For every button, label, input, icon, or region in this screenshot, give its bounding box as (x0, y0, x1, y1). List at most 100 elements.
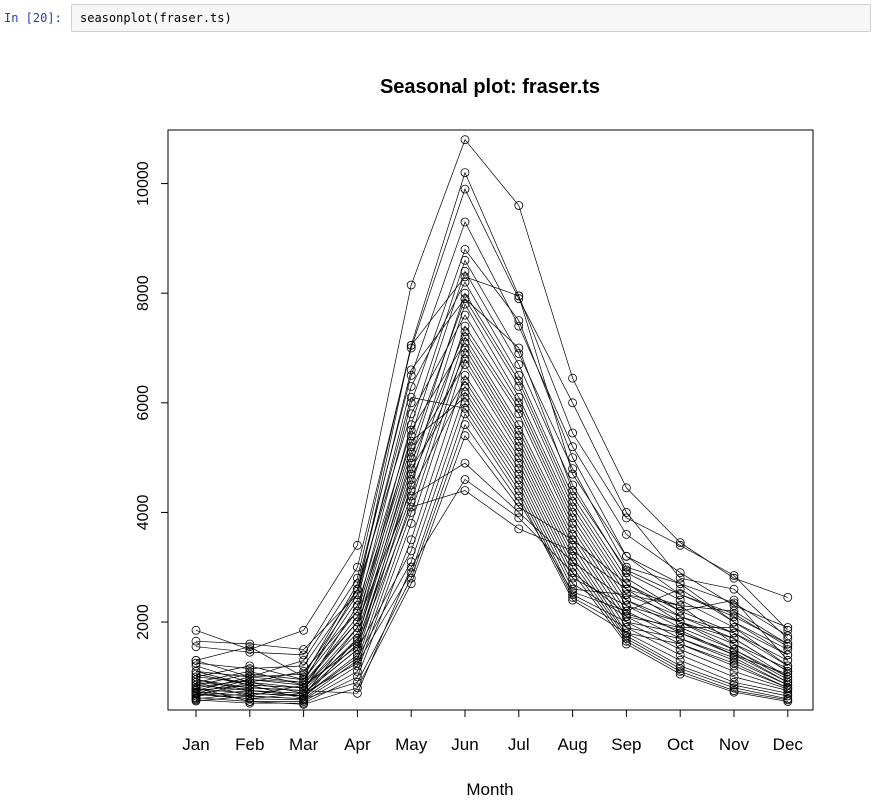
data-point (729, 573, 739, 583)
y-tick-label: 4000 (135, 495, 152, 531)
series-24 (191, 387, 793, 698)
x-tick-label: Feb (235, 735, 264, 754)
x-tick-label: Nov (719, 735, 750, 754)
data-point (299, 645, 309, 654)
data-point (460, 431, 470, 441)
series-34 (191, 272, 793, 682)
data-point (406, 370, 416, 380)
data-point (783, 631, 793, 641)
x-tick-label: Oct (667, 735, 694, 754)
data-point (191, 636, 201, 646)
data-point (191, 656, 201, 665)
data-point (460, 354, 470, 364)
series-line (195, 358, 788, 702)
data-point (406, 464, 416, 474)
series-35 (191, 294, 793, 673)
data-point (406, 486, 416, 495)
data-point (460, 338, 470, 347)
data-point (729, 687, 739, 697)
data-point (675, 650, 685, 660)
data-point (191, 625, 201, 635)
data-point (568, 546, 577, 556)
data-point (729, 628, 739, 638)
data-point (675, 573, 685, 583)
series-line (195, 298, 788, 669)
data-point (460, 255, 470, 265)
notebook-cell: In [20]: seasonplot(fraser.ts) (0, 0, 877, 40)
data-point (729, 571, 739, 580)
data-point (514, 291, 524, 301)
data-point (568, 590, 577, 599)
data-point (352, 573, 362, 583)
data-point (622, 595, 631, 605)
series-13 (191, 321, 793, 701)
data-point (568, 529, 577, 539)
data-point (460, 310, 470, 320)
data-point (622, 579, 631, 589)
data-point (783, 683, 793, 693)
data-point (622, 623, 631, 632)
data-point (568, 428, 577, 438)
data-point (514, 392, 524, 402)
data-point (352, 540, 362, 550)
data-point (783, 669, 793, 679)
data-point (622, 551, 631, 561)
series-line (195, 490, 788, 694)
data-point (568, 518, 577, 528)
data-point (675, 645, 685, 654)
data-point (460, 349, 470, 358)
data-point (514, 409, 524, 419)
data-point (406, 507, 416, 517)
data-point (352, 642, 362, 652)
data-point (299, 699, 309, 709)
series-32 (191, 475, 793, 698)
data-point (622, 483, 631, 493)
code-input[interactable]: seasonplot(fraser.ts) (71, 4, 871, 32)
data-point (514, 349, 524, 358)
series-line (195, 423, 788, 700)
series-line (195, 396, 788, 686)
x-tick-label: Aug (557, 735, 587, 754)
data-point (675, 639, 685, 649)
series-line (195, 276, 788, 678)
data-point (460, 420, 470, 430)
data-point (568, 507, 577, 517)
series-line (195, 396, 788, 691)
series-23 (191, 381, 793, 701)
y-tick-label: 6000 (135, 385, 152, 421)
data-point (299, 683, 309, 693)
data-point (406, 340, 416, 350)
data-point (406, 365, 416, 375)
data-point (514, 507, 524, 517)
data-point (406, 518, 416, 528)
data-point (514, 431, 524, 441)
data-point (675, 669, 685, 679)
data-point (568, 513, 577, 523)
data-point (352, 601, 362, 610)
data-point (568, 486, 577, 495)
data-point (245, 694, 255, 704)
data-point (460, 387, 470, 397)
data-point (568, 573, 577, 583)
series-line (195, 314, 788, 689)
data-point (675, 568, 685, 578)
data-point (406, 480, 416, 490)
data-point (514, 294, 524, 304)
series-line (195, 297, 788, 686)
data-point (675, 667, 685, 676)
x-axis-label: Month (466, 780, 513, 799)
cell-prompt: In [20]: (4, 11, 62, 25)
data-point (783, 642, 793, 652)
data-point (622, 590, 631, 599)
data-point (622, 529, 631, 539)
data-point (622, 584, 631, 594)
data-point (406, 392, 416, 402)
data-point (514, 316, 524, 326)
data-point (622, 507, 631, 517)
data-point (729, 650, 739, 660)
data-point (460, 135, 470, 145)
series-line (195, 188, 789, 656)
data-point (352, 688, 362, 698)
data-point (675, 623, 685, 632)
data-point (514, 436, 524, 446)
